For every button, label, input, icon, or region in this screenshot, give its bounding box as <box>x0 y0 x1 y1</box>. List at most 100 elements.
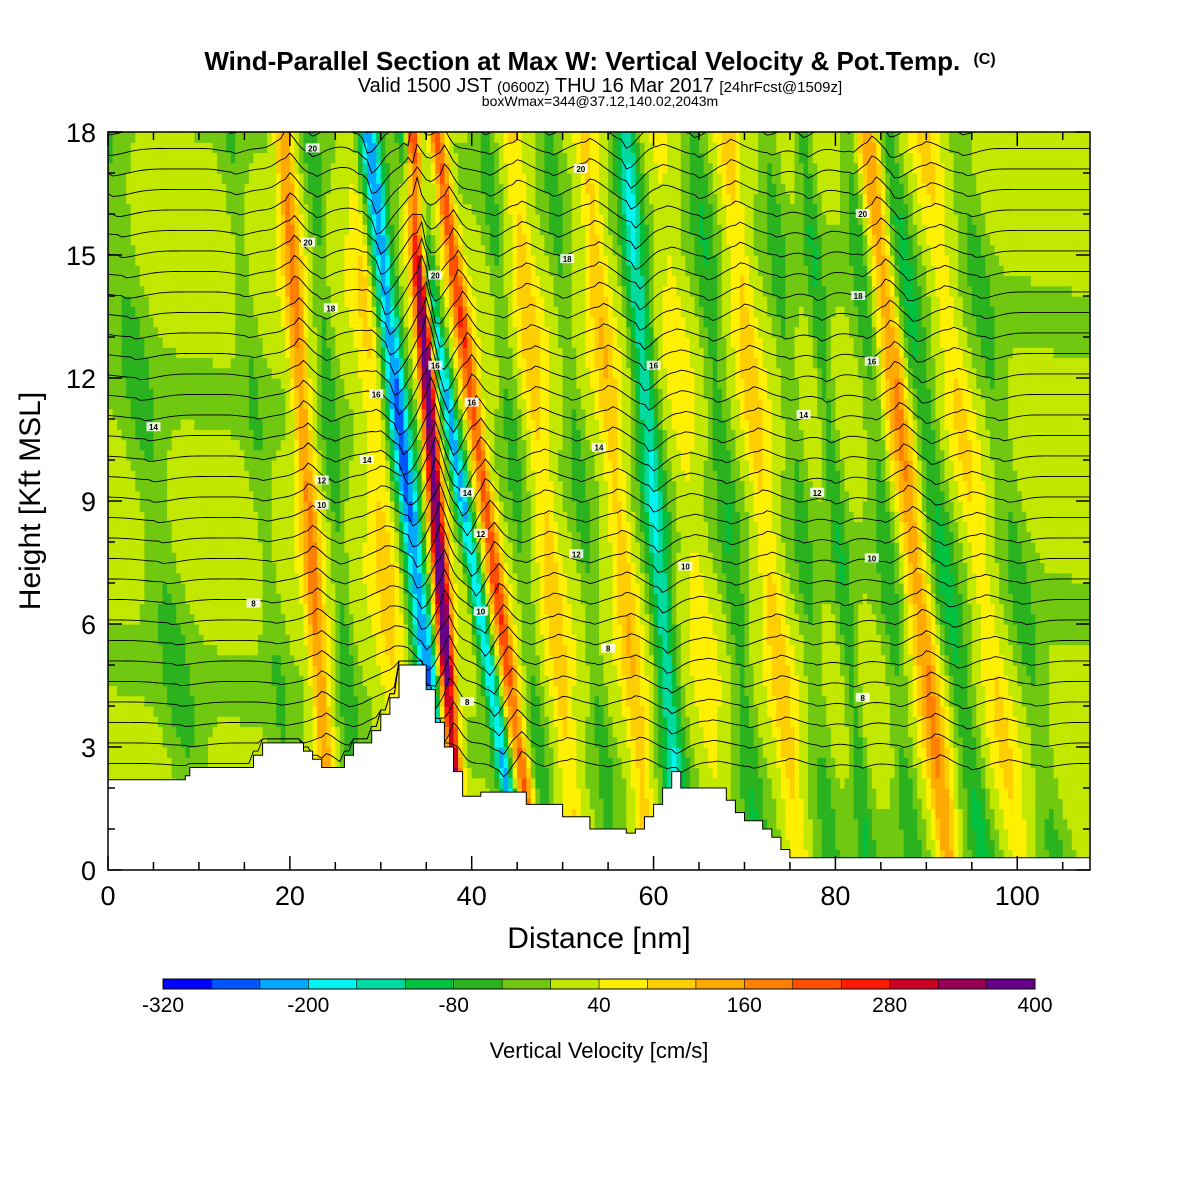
w-cell <box>930 388 936 400</box>
w-cell <box>994 603 1005 615</box>
w-cell <box>667 490 677 502</box>
w-cell <box>421 593 427 605</box>
w-cell <box>885 357 900 369</box>
w-cell <box>435 511 441 523</box>
w-cell <box>321 562 327 574</box>
w-cell <box>639 767 645 779</box>
w-cell <box>503 736 509 748</box>
w-cell <box>394 634 405 646</box>
w-cell <box>853 665 859 676</box>
w-cell <box>1040 552 1090 564</box>
w-cell <box>285 706 305 717</box>
w-cell <box>940 429 950 441</box>
w-cell <box>635 562 641 574</box>
w-cell <box>508 654 514 666</box>
w-cell <box>876 501 886 512</box>
w-cell <box>444 685 450 697</box>
w-cell <box>408 501 414 512</box>
w-cell <box>903 378 909 389</box>
w-cell <box>244 460 273 471</box>
w-cell <box>708 449 714 461</box>
w-cell <box>858 644 882 656</box>
w-cell <box>335 726 341 738</box>
w-cell <box>344 747 359 758</box>
w-cell <box>990 572 1000 584</box>
w-cell <box>930 808 936 820</box>
w-cell <box>144 511 168 523</box>
w-cell <box>562 357 577 369</box>
w-cell <box>480 367 500 379</box>
w-cell <box>294 378 305 389</box>
w-cell <box>539 347 550 359</box>
w-cell <box>335 644 341 656</box>
w-cell <box>676 613 691 625</box>
w-cell <box>835 388 864 400</box>
w-cell <box>926 367 936 379</box>
w-cell <box>439 460 445 471</box>
w-cell <box>644 777 650 789</box>
w-cell <box>321 378 336 389</box>
w-cell <box>458 347 464 359</box>
w-cell <box>426 665 432 676</box>
w-cell <box>503 777 509 789</box>
w-cell <box>649 685 655 697</box>
w-cell <box>867 818 873 830</box>
w-cell <box>985 408 1009 420</box>
w-cell <box>399 367 405 379</box>
w-cell <box>885 347 900 359</box>
w-cell <box>494 695 500 707</box>
w-cell <box>139 439 154 451</box>
w-cell <box>953 726 959 738</box>
w-cell <box>417 408 423 420</box>
w-cell <box>689 654 718 666</box>
w-cell <box>262 419 286 430</box>
w-cell <box>449 470 455 482</box>
w-cell <box>399 337 405 348</box>
w-cell <box>930 347 946 359</box>
w-cell <box>662 542 668 553</box>
w-cell <box>435 706 441 717</box>
w-cell <box>108 685 118 697</box>
w-cell <box>617 531 627 543</box>
w-cell <box>1030 726 1050 738</box>
w-cell <box>994 706 1005 717</box>
w-cell <box>994 480 1018 492</box>
w-cell <box>449 552 455 564</box>
w-cell <box>403 419 409 430</box>
w-cell <box>962 357 973 369</box>
w-cell <box>758 367 768 379</box>
w-cell <box>894 511 900 523</box>
w-cell <box>494 644 500 656</box>
w-cell <box>503 511 514 523</box>
w-cell <box>467 367 473 379</box>
w-cell <box>853 736 864 748</box>
w-cell <box>717 531 727 543</box>
w-cell <box>639 378 650 389</box>
w-cell <box>1026 521 1090 533</box>
w-cell <box>867 480 877 492</box>
w-cell <box>153 398 250 410</box>
w-cell <box>899 767 909 779</box>
w-cell <box>994 716 1009 728</box>
w-cell <box>489 501 495 512</box>
w-cell <box>339 490 350 502</box>
w-cell <box>608 695 623 707</box>
w-cell <box>394 583 400 594</box>
w-cell <box>1012 788 1023 799</box>
w-cell <box>940 644 946 656</box>
w-cell <box>794 470 800 482</box>
w-cell <box>476 521 482 533</box>
w-cell <box>926 706 936 717</box>
w-cell <box>658 788 664 799</box>
w-cell <box>167 470 250 482</box>
w-cell <box>899 634 905 646</box>
w-cell <box>1008 736 1018 748</box>
w-cell <box>317 429 323 441</box>
w-cell <box>1021 552 1041 564</box>
w-cell <box>780 531 796 543</box>
w-cell <box>612 347 623 359</box>
w-cell <box>539 398 550 410</box>
w-cell <box>421 542 427 553</box>
w-cell <box>667 644 673 656</box>
w-cell <box>830 798 855 810</box>
